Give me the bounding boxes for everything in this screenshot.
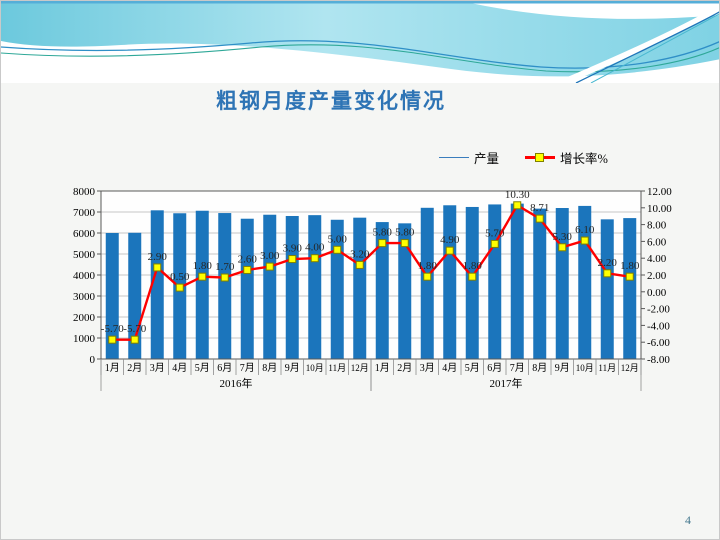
svg-text:7月: 7月 bbox=[240, 362, 255, 374]
svg-text:-4.00: -4.00 bbox=[647, 320, 670, 332]
svg-text:8.00: 8.00 bbox=[647, 220, 667, 232]
svg-text:2016年: 2016年 bbox=[220, 376, 253, 390]
svg-text:3月: 3月 bbox=[420, 362, 435, 374]
svg-text:12.00: 12.00 bbox=[647, 186, 672, 198]
svg-text:3000: 3000 bbox=[73, 291, 96, 303]
svg-text:2000: 2000 bbox=[73, 312, 96, 324]
svg-text:-5.70: -5.70 bbox=[101, 323, 124, 335]
svg-text:1.80: 1.80 bbox=[193, 260, 213, 272]
legend-label-production: 产量 bbox=[474, 152, 500, 166]
svg-text:5.80: 5.80 bbox=[373, 227, 393, 239]
svg-text:2月: 2月 bbox=[127, 362, 142, 374]
svg-text:4000: 4000 bbox=[73, 270, 96, 282]
svg-text:8000: 8000 bbox=[73, 186, 96, 198]
svg-text:-8.00: -8.00 bbox=[647, 354, 670, 366]
svg-text:4月: 4月 bbox=[442, 362, 457, 374]
svg-text:11月: 11月 bbox=[328, 363, 346, 373]
svg-text:2.60: 2.60 bbox=[238, 253, 258, 265]
svg-text:1月: 1月 bbox=[375, 362, 390, 374]
svg-text:3月: 3月 bbox=[150, 362, 165, 374]
slide-title: 粗钢月度产量变化情况 bbox=[216, 90, 446, 113]
svg-text:0.00: 0.00 bbox=[647, 287, 667, 299]
svg-text:4.00: 4.00 bbox=[305, 242, 325, 254]
svg-text:7000: 7000 bbox=[73, 207, 96, 219]
page-number: 4 bbox=[685, 513, 691, 527]
svg-text:8月: 8月 bbox=[262, 362, 277, 374]
svg-text:2月: 2月 bbox=[397, 362, 412, 374]
svg-text:5.30: 5.30 bbox=[553, 231, 573, 243]
svg-text:6.10: 6.10 bbox=[575, 224, 595, 236]
svg-text:12月: 12月 bbox=[621, 363, 639, 373]
svg-text:1.80: 1.80 bbox=[463, 260, 483, 272]
svg-text:4.00: 4.00 bbox=[647, 253, 667, 265]
header-wave-decoration bbox=[1, 1, 719, 83]
svg-text:10月: 10月 bbox=[306, 363, 324, 373]
svg-text:-2.00: -2.00 bbox=[647, 304, 670, 316]
svg-text:5.00: 5.00 bbox=[328, 233, 348, 245]
svg-text:9月: 9月 bbox=[555, 362, 570, 374]
svg-text:6月: 6月 bbox=[217, 362, 232, 374]
svg-text:6000: 6000 bbox=[73, 228, 96, 240]
growth-line-marker-sample-icon bbox=[525, 152, 556, 162]
svg-text:3.20: 3.20 bbox=[350, 248, 370, 260]
svg-text:9月: 9月 bbox=[285, 362, 300, 374]
svg-text:0: 0 bbox=[90, 354, 96, 366]
svg-text:5.70: 5.70 bbox=[485, 227, 505, 239]
svg-text:5000: 5000 bbox=[73, 249, 96, 261]
svg-text:-6.00: -6.00 bbox=[647, 337, 670, 349]
svg-text:2.90: 2.90 bbox=[148, 251, 168, 263]
svg-text:8月: 8月 bbox=[532, 362, 547, 374]
svg-text:6.00: 6.00 bbox=[647, 236, 667, 248]
svg-text:4月: 4月 bbox=[172, 362, 187, 374]
chart-legend: 产量 增长率% bbox=[439, 148, 608, 167]
svg-text:6月: 6月 bbox=[487, 362, 502, 374]
svg-text:5.80: 5.80 bbox=[395, 227, 415, 239]
svg-text:12月: 12月 bbox=[351, 363, 369, 373]
svg-text:10.30: 10.30 bbox=[505, 189, 530, 201]
svg-text:2.20: 2.20 bbox=[598, 257, 618, 269]
svg-text:2.00: 2.00 bbox=[647, 270, 667, 282]
svg-text:8.71: 8.71 bbox=[530, 202, 549, 214]
production-line-sample-icon bbox=[439, 157, 469, 158]
svg-text:1000: 1000 bbox=[73, 333, 96, 345]
svg-text:5月: 5月 bbox=[195, 362, 210, 374]
svg-text:1月: 1月 bbox=[105, 362, 120, 374]
svg-text:3.00: 3.00 bbox=[260, 250, 280, 262]
svg-text:10月: 10月 bbox=[576, 363, 594, 373]
svg-text:5月: 5月 bbox=[465, 362, 480, 374]
svg-text:7月: 7月 bbox=[510, 362, 525, 374]
legend-label-growth-rate: 增长率% bbox=[560, 152, 608, 166]
svg-text:1.70: 1.70 bbox=[215, 261, 235, 273]
svg-text:2017年: 2017年 bbox=[490, 376, 523, 390]
svg-text:1.80: 1.80 bbox=[620, 260, 640, 272]
svg-text:11月: 11月 bbox=[598, 363, 616, 373]
svg-text:4.90: 4.90 bbox=[440, 234, 460, 246]
svg-text:3.90: 3.90 bbox=[283, 243, 303, 255]
legend-item-growth-rate: 增长率% bbox=[525, 148, 608, 167]
legend-item-production: 产量 bbox=[439, 148, 499, 167]
svg-text:0.50: 0.50 bbox=[170, 271, 190, 283]
svg-text:1.80: 1.80 bbox=[418, 260, 438, 272]
svg-text:-5.70: -5.70 bbox=[123, 323, 146, 335]
svg-text:10.00: 10.00 bbox=[647, 203, 672, 215]
